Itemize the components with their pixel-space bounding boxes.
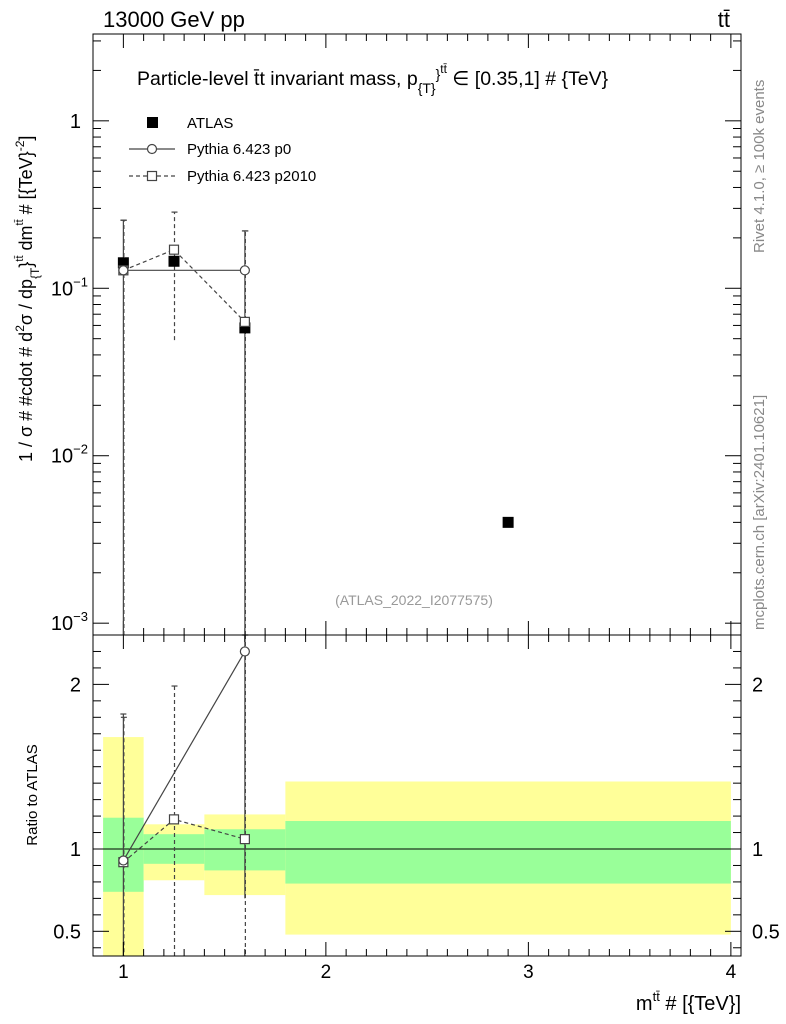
ratio-ylabel: Ratio to ATLAS — [24, 744, 41, 845]
atlas-point — [168, 255, 180, 267]
main-y-tick-label: 10−2 — [51, 442, 88, 468]
ratio-y-tick-label-right: 0.5 — [752, 921, 780, 943]
p2010-line — [123, 248, 246, 323]
main-title: Particle-level t̄t invariant mass, p{T}}… — [137, 62, 609, 96]
main-y-tick-label: 10−3 — [51, 609, 88, 635]
main-title-sup2: tt̄ — [440, 62, 447, 76]
legend-p0-label: Pythia 6.423 p0 — [187, 141, 291, 158]
main-title-tail: ∈ [0.35,1] # {TeV} — [447, 68, 609, 90]
legend-atlas-label: ATLAS — [187, 115, 233, 132]
ratio-xlabel: mtt̄ # [{TeV}] — [636, 989, 741, 1015]
main-ylabel: 1 / σ # #cdot # d2σ / dp{T}tt̄ dmtt̄ # [… — [13, 136, 42, 462]
legend-atlas-marker — [147, 117, 158, 128]
x-tick-label: 4 — [726, 962, 737, 983]
ratio-inner-band — [285, 821, 731, 884]
main-y-tick-label: 10−1 — [51, 274, 88, 300]
x-tick-label: 2 — [321, 962, 332, 983]
header-left: 13000 GeV pp — [103, 7, 245, 32]
rivet-label: Rivet 4.1.0, ≥ 100k events — [751, 80, 768, 253]
p0-point — [118, 265, 129, 276]
ratio-p0-point — [239, 646, 250, 657]
p2010-point — [239, 316, 250, 327]
p2010-point — [168, 244, 180, 255]
analysis-watermark: (ATLAS_2022_I2077575) — [335, 592, 493, 608]
atlas-point — [502, 516, 514, 528]
main-y-ticks: 1 10−1 10−2 10−3 — [51, 40, 741, 635]
main-x-ticks — [122, 34, 732, 635]
ratio-y-tick-label-right: 2 — [752, 674, 763, 696]
legend: ATLAS Pythia 6.423 p0 Pythia 6.423 p2010 — [129, 115, 316, 185]
main-title-text: Particle-level t̄t invariant mass, p — [137, 68, 418, 90]
ratio-x-ticks: 1 2 3 4 — [118, 635, 737, 983]
x-tick-label: 3 — [523, 962, 534, 983]
main-marks — [117, 211, 514, 635]
ratio-p0-point — [118, 855, 129, 866]
legend-p2010-marker — [146, 170, 158, 182]
atlas-point — [239, 322, 251, 334]
main-title-sub: {T} — [418, 80, 436, 96]
ratio-y-tick-label: 2 — [70, 674, 81, 696]
main-title-sup: } — [436, 66, 441, 82]
ratio-bands — [103, 737, 731, 956]
ratio-p0-line — [122, 651, 246, 861]
x-tick-label: 1 — [118, 962, 129, 983]
legend-p2010-label: Pythia 6.423 p2010 — [187, 168, 316, 185]
ratio-p2010-point — [168, 814, 180, 825]
ratio-y-tick-label-right: 1 — [752, 839, 763, 861]
ratio-frame — [92, 634, 742, 957]
main-panel: 1 10−1 10−2 10−3 Particle-level t̄t invaria… — [13, 33, 742, 636]
ratio-p2010-point — [239, 834, 250, 845]
ratio-y-tick-label: 1 — [70, 839, 81, 861]
ratio-marks — [118, 634, 250, 956]
legend-p0-marker — [146, 143, 158, 155]
mcplots-label: mcplots.cern.ch [arXiv:2401.10621] — [751, 395, 768, 630]
ratio-y-ticks: 0.5 0.5 1 1 2 2 — [53, 650, 780, 949]
p0-point — [239, 265, 250, 276]
ratio-panel: 0.5 0.5 1 1 2 2 1 2 3 4 Ratio to ATLAS mtt̄ # [{… — [24, 634, 780, 1015]
main-y-tick-label: 1 — [70, 111, 81, 133]
atlas-point — [117, 257, 129, 269]
header-right: tt̄ — [718, 7, 730, 32]
ratio-y-tick-label: 0.5 — [53, 921, 81, 943]
